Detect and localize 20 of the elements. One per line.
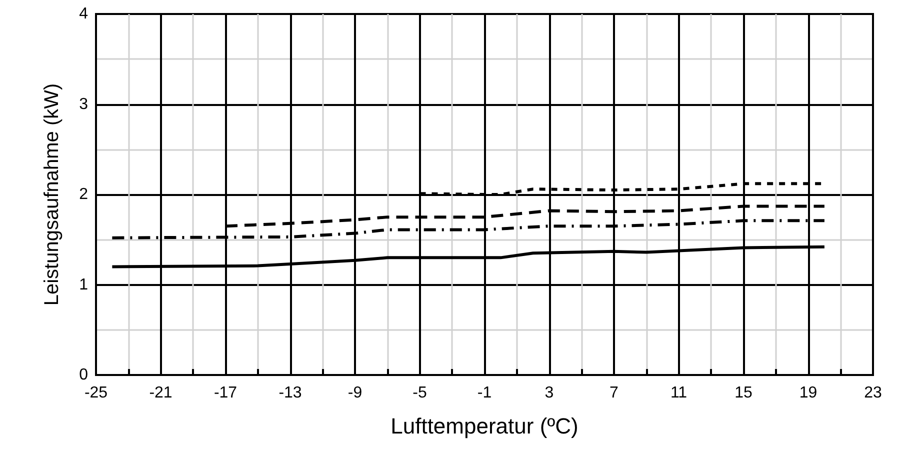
x-tick-label: 7 [610, 384, 619, 402]
x-axis-title: Lufttemperatur (ºC) [390, 414, 578, 438]
x-tick-label: -1 [477, 384, 492, 402]
y-axis-title: Leistungsaufnahme (kW) [41, 83, 63, 306]
x-tick-label: 19 [799, 384, 818, 402]
x-tick-label: 11 [670, 384, 688, 402]
y-tick-label: 2 [79, 186, 88, 203]
y-tick-label: 4 [79, 6, 88, 22]
x-tick-label: -21 [149, 384, 172, 402]
x-tick-label: -17 [214, 384, 238, 402]
x-tick-label: 23 [864, 384, 882, 402]
x-tick-label: -13 [278, 384, 302, 402]
x-tick-label: -25 [84, 384, 108, 402]
x-tick-label: 15 [734, 384, 752, 402]
x-tick-label: 3 [544, 384, 554, 402]
y-tick-label: 0 [79, 366, 88, 384]
x-tick-label: -9 [348, 384, 362, 402]
y-tick-label: 1 [79, 276, 88, 294]
y-tick-label: 3 [79, 96, 88, 113]
x-tick-label: -5 [412, 384, 427, 402]
